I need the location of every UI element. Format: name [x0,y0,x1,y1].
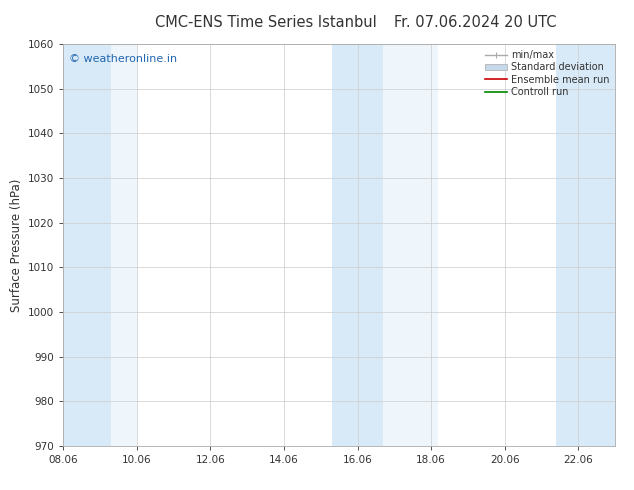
Text: CMC-ENS Time Series Istanbul: CMC-ENS Time Series Istanbul [155,15,377,30]
Legend: min/max, Standard deviation, Ensemble mean run, Controll run: min/max, Standard deviation, Ensemble me… [482,47,612,100]
Bar [111,44,137,446]
Bar [384,44,439,446]
Bar [63,44,111,446]
Text: Fr. 07.06.2024 20 UTC: Fr. 07.06.2024 20 UTC [394,15,557,30]
Y-axis label: Surface Pressure (hPa): Surface Pressure (hPa) [10,178,23,312]
Bar [332,44,384,446]
Bar [556,44,615,446]
Text: © weatheronline.in: © weatheronline.in [69,54,177,64]
